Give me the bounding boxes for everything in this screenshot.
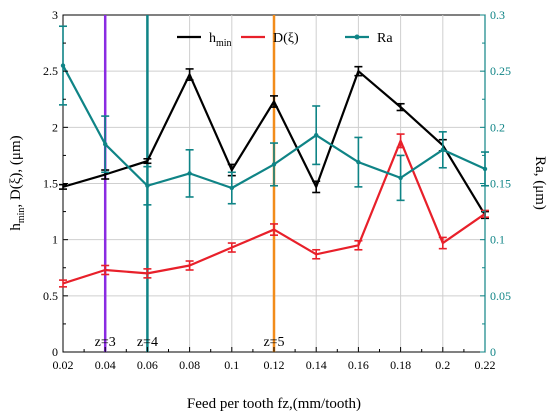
data-point: [314, 132, 319, 138]
data-point: [229, 185, 234, 191]
x-tick-label: 0.1: [224, 358, 239, 372]
x-tick-label: 0.18: [390, 358, 411, 372]
legend-item: Ra: [345, 31, 393, 46]
data-point: [145, 183, 150, 188]
x-axis-title: Feed per tooth fz,(mm/tooth): [187, 396, 361, 412]
y-left-tick-label: 1: [52, 233, 58, 247]
axis-layer: 0.02 0.04 0.06 0.08 0.1 0.12 0.14 0.16 0.18 0.2 0.…: [43, 8, 511, 372]
series-layer: [59, 25, 489, 288]
y-right-tick-label: 0.25: [490, 64, 511, 78]
y-left-tick-label: 1.5: [43, 177, 58, 191]
y-left-tick-label: 0.5: [43, 289, 58, 303]
legend: hmin D(ξ) Ra: [177, 31, 393, 49]
x-tick-label: 0.12: [264, 358, 285, 372]
data-point: [440, 147, 445, 152]
data-point: [356, 159, 361, 165]
x-tick-label: 0.06: [137, 358, 158, 372]
y-left-tick-label: 2.5: [43, 64, 58, 78]
x-tick-label: 0.02: [53, 358, 74, 372]
series-group: [59, 133, 489, 288]
x-tick-label: 0.2: [435, 358, 450, 372]
y-axis-left-title-main: h: [8, 223, 24, 231]
vertical-marker-label: z=5: [263, 335, 284, 350]
legend-item: hmin: [177, 31, 232, 49]
x-tick-label: 0.22: [475, 358, 496, 372]
y-axis-left-title-sub: min: [16, 208, 27, 224]
data-point: [103, 141, 108, 147]
x-tick-label: 0.14: [306, 358, 327, 372]
x-tick-label: 0.04: [95, 358, 116, 372]
data-point: [271, 162, 277, 167]
legend-label: hmin: [209, 31, 232, 49]
y-axis-right-title: Ra, (μm): [532, 156, 548, 210]
vertical-marker-label: z=3: [95, 335, 116, 350]
y-right-tick-label: 0.2: [490, 120, 505, 134]
legend-label: Ra: [377, 31, 393, 46]
legend-label-sub: min: [216, 38, 232, 49]
y-right-tick-label: 0.3: [490, 8, 505, 22]
y-left-tick-label: 2: [52, 120, 58, 134]
x-tick-label: 0.08: [179, 358, 200, 372]
y-axis-left-title-rest: , D(ξ), (μm): [8, 135, 24, 207]
vertical-marker-label: z=4: [137, 335, 158, 350]
legend-label-main: h: [209, 31, 216, 46]
y-left-tick-label: 3: [52, 8, 58, 22]
y-right-tick-label: 0.05: [490, 289, 511, 303]
legend-marker: [354, 34, 360, 40]
data-point: [187, 171, 192, 176]
y-right-tick-label: 0.15: [490, 177, 511, 191]
y-right-tick-label: 0.1: [490, 233, 505, 247]
legend-label: D(ξ): [273, 31, 299, 46]
legend-item: D(ξ): [241, 31, 299, 46]
legend-label-main: Ra: [377, 31, 393, 46]
data-point: [398, 175, 403, 181]
legend-label-main: D(ξ): [273, 31, 299, 46]
x-tick-label: 0.16: [348, 358, 369, 372]
y-axis-left-title: hmin, D(ξ), (μm): [8, 135, 27, 230]
data-point: [60, 63, 66, 68]
y-left-tick-label: 0: [52, 345, 58, 359]
series-group: [59, 25, 489, 206]
y-right-tick-label: 0: [490, 345, 496, 359]
